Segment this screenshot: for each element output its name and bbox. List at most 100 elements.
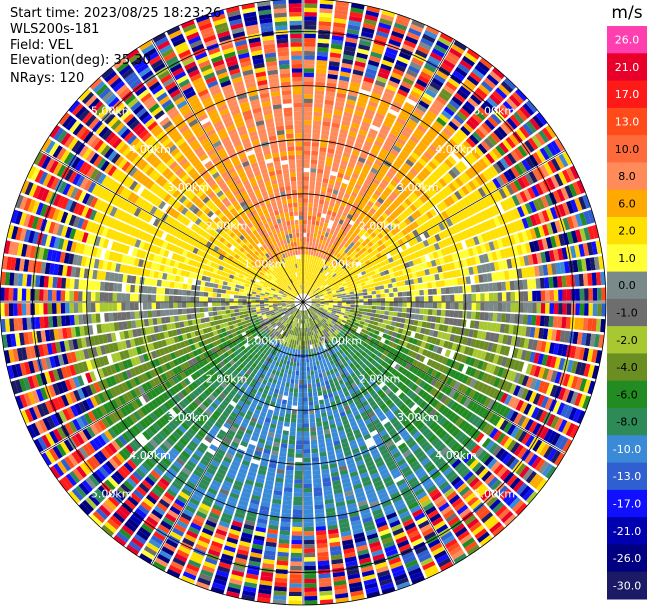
velocity-gate: [309, 268, 312, 273]
velocity-gate: [542, 328, 549, 340]
velocity-gate: [344, 350, 350, 356]
velocity-gate: [408, 365, 416, 373]
velocity-gate: [338, 354, 344, 360]
velocity-gate: [466, 285, 472, 293]
velocity-gate: [411, 302, 416, 308]
velocity-gate: [456, 110, 468, 122]
velocity-gate: [281, 508, 292, 514]
velocity-gate: [532, 168, 542, 182]
velocity-gate: [361, 379, 368, 386]
velocity-gate: [570, 199, 579, 213]
velocity-gate: [370, 238, 377, 245]
velocity-gate: [384, 329, 390, 335]
velocity-gate: [343, 111, 353, 118]
velocity-gate: [322, 178, 329, 184]
velocity-gate: [308, 396, 313, 402]
velocity-gate: [326, 332, 331, 337]
velocity-gate: [595, 240, 603, 254]
velocity-gate: [325, 95, 335, 101]
velocity-gate: [305, 336, 307, 341]
velocity-gate: [288, 391, 294, 397]
velocity-gate: [415, 302, 420, 308]
velocity-gate: [393, 96, 405, 105]
velocity-gate: [384, 51, 397, 60]
velocity-gate: [338, 379, 344, 385]
velocity-gate: [361, 429, 370, 437]
velocity-gate: [387, 224, 394, 231]
velocity-gate: [331, 193, 338, 199]
velocity-gate: [534, 327, 540, 339]
velocity-gate: [540, 195, 550, 208]
velocity-gate: [579, 212, 587, 226]
velocity-gate: [303, 159, 310, 164]
velocity-gate: [536, 340, 543, 352]
velocity-gate: [493, 261, 500, 271]
velocity-gate: [561, 275, 567, 288]
velocity-gate: [339, 323, 345, 328]
velocity-gate: [538, 225, 546, 238]
velocity-gate: [386, 112, 397, 121]
velocity-gate: [381, 9, 396, 18]
velocity-gate: [446, 491, 458, 501]
velocity-gate: [445, 377, 454, 386]
velocity-gate: [419, 296, 425, 302]
velocity-gate: [415, 377, 423, 386]
velocity-gate: [554, 155, 565, 170]
velocity-gate: [309, 418, 316, 423]
velocity-gate: [380, 367, 387, 375]
velocity-gate: [301, 336, 303, 341]
velocity-gate: [314, 242, 319, 248]
velocity-gate: [477, 187, 487, 198]
velocity-gate: [370, 287, 376, 291]
velocity-gate: [356, 316, 362, 321]
velocity-gate: [438, 164, 448, 174]
velocity-gate: [317, 310, 322, 314]
velocity-gate: [466, 400, 475, 410]
velocity-gate: [591, 272, 597, 286]
velocity-gate: [576, 259, 583, 272]
velocity-gate: [291, 414, 297, 419]
velocity-gate: [436, 70, 449, 80]
velocity-gate: [381, 178, 389, 187]
velocity-gate: [327, 78, 338, 84]
velocity-gate: [300, 327, 302, 333]
velocity-gate: [360, 369, 367, 376]
velocity-gate: [345, 261, 350, 267]
velocity-gate: [445, 333, 452, 341]
velocity-gate: [292, 522, 302, 528]
velocity-gate: [357, 463, 366, 471]
velocity-gate: [307, 375, 311, 380]
velocity-gate: [397, 292, 403, 297]
velocity-gate: [316, 271, 321, 276]
velocity-gate: [338, 344, 344, 349]
velocity-gate: [303, 254, 306, 259]
velocity-gate: [396, 14, 411, 23]
velocity-gate: [298, 397, 303, 402]
velocity-gate: [402, 291, 407, 297]
velocity-gate: [366, 221, 373, 228]
velocity-gate: [416, 271, 422, 278]
velocity-gate: [341, 280, 347, 285]
velocity-gate: [380, 289, 385, 294]
velocity-gate: [407, 476, 418, 486]
velocity-gate: [442, 127, 453, 138]
velocity-gate: [387, 238, 394, 245]
velocity-gate: [317, 282, 322, 287]
velocity-gate: [344, 289, 350, 293]
velocity-gate: [327, 356, 333, 362]
velocity-gate: [432, 288, 437, 295]
velocity-gate: [492, 415, 502, 427]
velocity-gate: [579, 303, 585, 316]
velocity-gate: [350, 330, 356, 335]
velocity-gate: [457, 232, 465, 241]
velocity-gate: [322, 291, 328, 295]
velocity-gate: [344, 276, 350, 281]
velocity-gate: [534, 408, 544, 421]
velocity-gate: [293, 361, 297, 367]
velocity-gate: [500, 356, 508, 367]
velocity-gate: [426, 211, 434, 219]
velocity-gate: [319, 377, 324, 383]
velocity-gate: [314, 285, 318, 290]
velocity-gate: [517, 161, 528, 174]
velocity-gate: [495, 323, 501, 333]
